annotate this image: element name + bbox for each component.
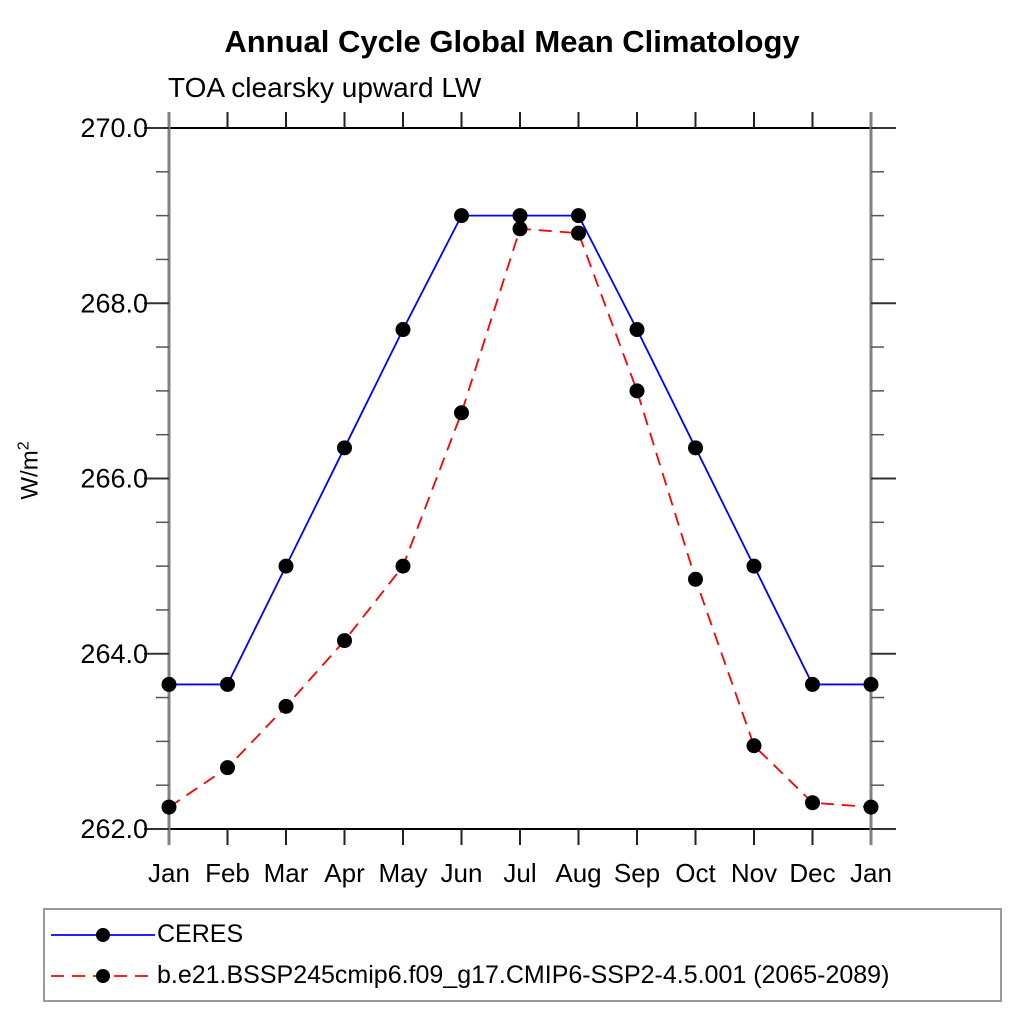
data-point-marker-0 [571, 208, 586, 224]
x-axis-tick-label: Dec [789, 858, 835, 888]
x-axis-tick-label: Aug [555, 858, 601, 888]
series-line-0 [169, 214, 871, 686]
data-point-marker-1 [746, 738, 762, 754]
x-axis-tick-label: Mar [264, 858, 309, 888]
data-point-marker-0 [512, 208, 528, 224]
y-axis-tick-label: 264.0 [80, 639, 148, 669]
data-point-marker-1 [454, 405, 469, 421]
legend-label-0: CERES [157, 920, 244, 948]
legend-item-1: b.e21.BSSP245cmip6.f09_g17.CMIP6-SSP2-4.… [49, 955, 1000, 996]
x-axis-tick-label: Sep [614, 858, 660, 888]
legend-label-1: b.e21.BSSP245cmip6.f09_g17.CMIP6-SSP2-4.… [157, 961, 890, 989]
data-point-marker-1 [395, 558, 411, 574]
legend-line-sample-1 [51, 968, 155, 983]
y-axis-tick-label: 262.0 [80, 814, 148, 844]
data-point-marker-0 [805, 676, 820, 692]
x-axis-tick-label: Jul [503, 858, 536, 888]
data-point-marker-1 [571, 225, 586, 241]
x-axis-tick-label: Jan [148, 858, 190, 888]
data-point-marker-1 [805, 795, 820, 811]
x-axis-tick-label: Oct [675, 858, 716, 888]
x-axis-tick-label: Nov [731, 858, 777, 888]
x-axis-tick-label: Feb [205, 858, 250, 888]
legend-item-0: CERES [49, 914, 1000, 955]
data-point-marker-1 [863, 799, 879, 815]
data-point-marker-0 [161, 676, 177, 692]
data-point-marker-1 [161, 799, 177, 815]
legend-marker-0 [96, 927, 110, 942]
y-axis-tick-label: 268.0 [80, 288, 148, 318]
legend-box: CERES b.e21.BSSP245cmip6.f09_g17.CMIP6-SS… [43, 908, 1002, 1002]
chart-subtitle: TOA clearsky upward LW [168, 72, 482, 103]
chart-title: Annual Cycle Global Mean Climatology [224, 24, 800, 59]
data-point-marker-1 [220, 760, 235, 776]
data-point-marker-0 [688, 440, 703, 456]
data-point-marker-0 [395, 322, 411, 338]
data-point-marker-1 [688, 571, 703, 587]
legend-marker-1 [96, 968, 110, 983]
x-axis-tick-label: May [378, 858, 427, 888]
data-point-marker-1 [512, 221, 528, 237]
data-point-marker-0 [278, 558, 294, 574]
x-axis-tick-label: Jun [441, 858, 483, 888]
data-point-marker-0 [454, 208, 469, 224]
data-point-marker-1 [278, 698, 294, 714]
y-axis-tick-label: 270.0 [80, 113, 148, 143]
data-point-marker-0 [746, 558, 762, 574]
data-point-marker-0 [220, 676, 235, 692]
x-axis-tick-label: Jan [850, 858, 892, 888]
data-point-marker-0 [863, 676, 879, 692]
x-axis-tick-label: Apr [324, 858, 365, 888]
y-axis-tick-label: 266.0 [80, 464, 148, 494]
data-point-marker-1 [337, 633, 352, 649]
series-line-1 [168, 227, 872, 808]
data-point-marker-1 [629, 383, 645, 399]
legend-line-sample-0 [51, 927, 155, 942]
data-point-marker-0 [629, 322, 645, 338]
data-point-marker-0 [337, 440, 352, 456]
